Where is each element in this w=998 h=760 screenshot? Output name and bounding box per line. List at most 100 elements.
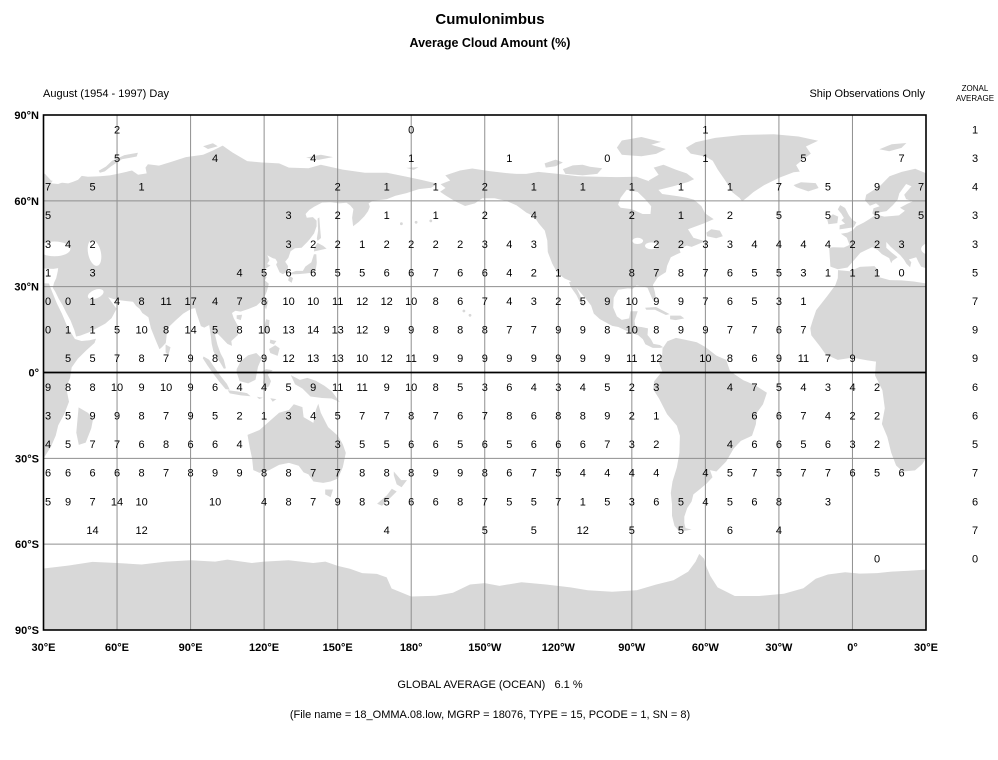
- x-axis-label: 120°W: [542, 642, 576, 654]
- cloud-amount-value: 2: [727, 210, 733, 222]
- x-axis-label: 0°: [847, 642, 858, 654]
- cloud-amount-value: 1: [555, 267, 561, 279]
- cloud-amount-value: 1: [580, 182, 586, 194]
- cloud-amount-value: 9: [433, 468, 439, 480]
- cloud-amount-value: 6: [408, 267, 414, 279]
- cloud-amount-value: 7: [898, 153, 904, 165]
- cloud-amount-value: 10: [258, 325, 270, 337]
- cloud-amount-value: 4: [237, 267, 243, 279]
- cloud-amount-value: 4: [531, 382, 537, 394]
- cloud-amount-value: 5: [751, 296, 757, 308]
- cloud-amount-value: 6: [506, 382, 512, 394]
- landmass-shape: [648, 164, 695, 191]
- cloud-amount-value: 9: [114, 410, 120, 422]
- cloud-amount-value: 9: [604, 296, 610, 308]
- cloud-amount-value: 2: [335, 182, 341, 194]
- landmass-shape: [316, 217, 321, 241]
- cloud-amount-value: 1: [359, 239, 365, 251]
- cloud-amount-value: 1: [433, 182, 439, 194]
- zonal-average-value: 6: [972, 382, 978, 394]
- cloud-amount-value: 7: [604, 439, 610, 451]
- zonal-average-value: 9: [972, 353, 978, 365]
- cloud-amount-value: 7: [310, 496, 316, 508]
- zonal-average-header: ZONAL AVERAGE: [952, 84, 998, 104]
- cloud-amount-value: 4: [506, 296, 512, 308]
- zonal-average-value: 4: [972, 182, 978, 194]
- cloud-amount-value: 4: [751, 239, 757, 251]
- cloud-amount-value: 1: [506, 153, 512, 165]
- cloud-amount-value: 6: [433, 439, 439, 451]
- cloud-amount-value: 6: [457, 267, 463, 279]
- cloud-amount-value: 3: [800, 267, 806, 279]
- inland-sea-shape: [43, 241, 71, 257]
- cloud-amount-value: 9: [384, 325, 390, 337]
- cloud-amount-value: 3: [727, 239, 733, 251]
- cloud-amount-value: 6: [776, 325, 782, 337]
- cloud-amount-value: 3: [898, 239, 904, 251]
- cloud-amount-value: 4: [800, 382, 806, 394]
- inland-sea-shape: [632, 237, 644, 244]
- cloud-amount-value: 2: [310, 239, 316, 251]
- cloud-amount-value: 6: [727, 267, 733, 279]
- inland-sea-shape: [87, 239, 102, 266]
- cloud-amount-value: 0: [408, 124, 414, 136]
- cloud-amount-value: 4: [702, 468, 708, 480]
- cloud-amount-value: 2: [678, 239, 684, 251]
- cloud-amount-value: 1: [45, 267, 51, 279]
- cloud-amount-value: 8: [482, 468, 488, 480]
- cloud-amount-value: 7: [800, 325, 806, 337]
- cloud-amount-value: 3: [286, 410, 292, 422]
- cloud-amount-value: 5: [359, 267, 365, 279]
- cloud-amount-value: 9: [776, 353, 782, 365]
- cloud-amount-value: 8: [139, 353, 145, 365]
- zonal-average-value: 7: [972, 468, 978, 480]
- cloud-amount-value: 5: [506, 439, 512, 451]
- cloud-amount-value: 9: [678, 296, 684, 308]
- landmass-shape: [879, 143, 907, 152]
- x-axis-label: 30°E: [914, 642, 938, 654]
- cloud-amount-value: 7: [482, 410, 488, 422]
- cloud-amount-value: 5: [727, 468, 733, 480]
- cloud-amount-value: 5: [45, 496, 51, 508]
- cloud-amount-value: 6: [89, 468, 95, 480]
- global-average-label: GLOBAL AVERAGE (OCEAN) 6.1 %: [397, 679, 583, 691]
- island-dot: [429, 219, 433, 223]
- grid-values-layer: 2 0 15 4 4 1 1 0 1 5 77 5 1 2 1 1 2 1 1 1 1 1 7 5 9 75 3 2 1 1 2 4 2 1 2 5 5…: [45, 124, 924, 565]
- cloud-amount-value: 5: [212, 325, 218, 337]
- cloud-amount-value: 1: [629, 182, 635, 194]
- cloud-amount-value: 5: [65, 353, 71, 365]
- cloud-amount-value: 7: [531, 468, 537, 480]
- x-axis-label: 60°W: [692, 642, 720, 654]
- cloud-amount-value: 10: [135, 496, 147, 508]
- cloud-amount-value: 3: [45, 239, 51, 251]
- cloud-amount-value: 9: [65, 496, 71, 508]
- cloud-amount-value: 1: [139, 182, 145, 194]
- cloud-amount-value: 4: [65, 239, 71, 251]
- cloud-amount-value: 8: [555, 410, 561, 422]
- cloud-amount-value: 7: [163, 410, 169, 422]
- landmass-shape: [685, 134, 819, 202]
- cloud-amount-value: 6: [727, 296, 733, 308]
- cloud-amount-value: 5: [874, 468, 880, 480]
- zonal-average-value: 3: [972, 239, 978, 251]
- cloud-amount-value: 2: [849, 239, 855, 251]
- cloud-amount-value: 7: [482, 296, 488, 308]
- cloud-amount-value: 8: [653, 325, 659, 337]
- cloud-amount-value: 4: [800, 239, 806, 251]
- cloud-amount-value: 2: [482, 182, 488, 194]
- landmass-shape: [638, 186, 652, 193]
- cloud-amount-value: 2: [433, 239, 439, 251]
- cloud-amount-value: 7: [89, 496, 95, 508]
- cloud-amount-value: 6: [384, 267, 390, 279]
- cloud-amount-value: 4: [261, 496, 267, 508]
- cloud-amount-value: 10: [356, 353, 368, 365]
- cloud-amount-value: 4: [237, 382, 243, 394]
- landmass-shape: [569, 281, 585, 307]
- cloud-amount-value: 7: [653, 267, 659, 279]
- landmass-shape: [981, 153, 998, 173]
- x-axis-label: 150°E: [323, 642, 353, 654]
- cloud-amount-value: 5: [776, 382, 782, 394]
- cloud-amount-value: 12: [577, 525, 589, 537]
- zonal-header-line1: ZONAL: [961, 84, 989, 93]
- cloud-amount-value: 5: [727, 496, 733, 508]
